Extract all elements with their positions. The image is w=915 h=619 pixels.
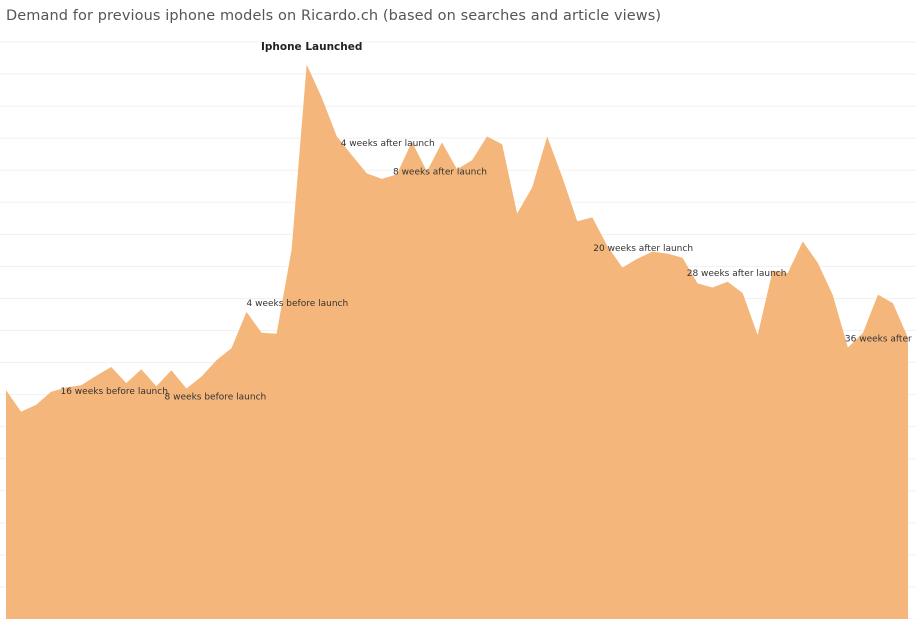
annotation-label: 8 weeks before launch bbox=[165, 393, 267, 403]
annotation-label: 28 weeks after launch bbox=[687, 269, 787, 279]
annotation-label: 4 weeks before launch bbox=[247, 299, 349, 309]
annotations: Iphone Launched 4 weeks after launch 8 wee… bbox=[60, 41, 915, 403]
annotation-label: 4 weeks after launch bbox=[341, 139, 435, 149]
annotation-label: 20 weeks after launch bbox=[593, 244, 693, 254]
annotation-label: 8 weeks after launch bbox=[393, 167, 487, 177]
annotation-label: 16 weeks before launch bbox=[60, 387, 167, 397]
demand-area bbox=[6, 64, 908, 619]
chart-title: Demand for previous iphone models on Ric… bbox=[6, 8, 662, 24]
annotation-label: 36 weeks after launch bbox=[845, 335, 915, 345]
annotation-label: Iphone Launched bbox=[261, 41, 362, 53]
